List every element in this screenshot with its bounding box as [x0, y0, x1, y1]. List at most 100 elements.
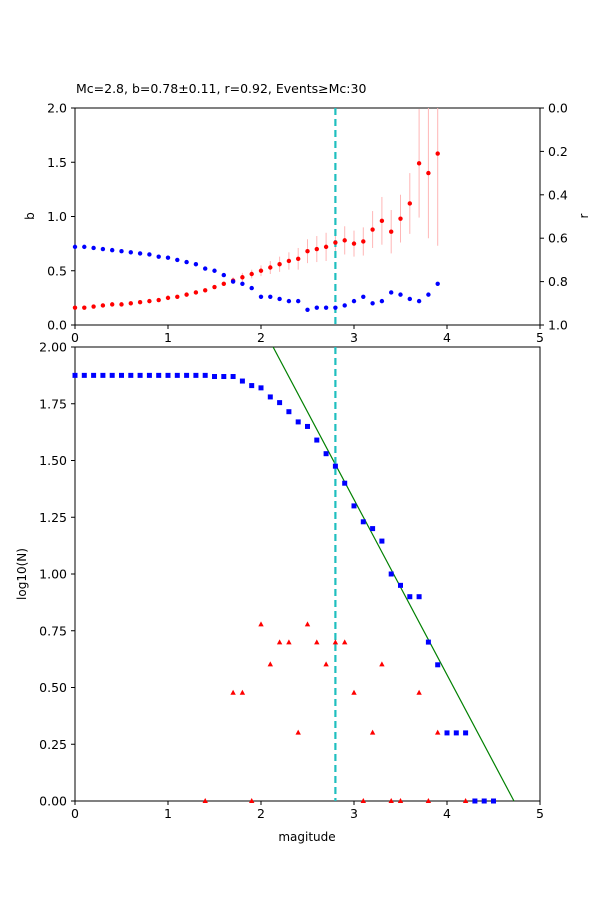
incremental-count-point [202, 798, 208, 803]
top-x-tick-label: 2 [257, 330, 265, 345]
b-value-point [426, 170, 431, 176]
r-value-point [100, 246, 106, 252]
r-value-point [407, 296, 412, 302]
top-x-tick-label: 0 [71, 330, 79, 345]
cumulative-count-point [230, 374, 236, 380]
bottom-y-tick-label: 0.25 [39, 737, 67, 752]
r-value-point [333, 305, 338, 310]
bottom-y-tick-label: 1.75 [39, 396, 67, 411]
r-value-point [165, 255, 171, 260]
cumulative-count-point [425, 639, 431, 645]
cumulative-count-point [398, 582, 403, 588]
cumulative-count-point [202, 372, 208, 378]
incremental-count-point [397, 798, 404, 803]
incremental-count-point [295, 729, 301, 735]
gutenberg-richter-panel: 0 1 2 3 4 5 0.00 0.25 0.50 0.75 1.00 1.25 1.50 1.75 2.… [15, 340, 544, 845]
cumulative-count-point [407, 594, 413, 600]
b-value-point [361, 239, 366, 244]
incremental-count-point [360, 798, 366, 803]
cumulative-count-point [72, 372, 78, 378]
incremental-count-point [342, 639, 348, 645]
r-value-point [212, 268, 217, 273]
cumulative-count-point [323, 451, 329, 457]
top-x-tick-label: 4 [443, 330, 451, 345]
cumulative-count-point [239, 378, 245, 384]
b-value-point [91, 304, 96, 309]
r-value-point [361, 294, 366, 299]
top-y2-tick-label: 0.4 [548, 187, 568, 202]
chart-title: Mc=2.8, b=0.78±0.11, r=0.92, Events≥Mc:3… [76, 81, 366, 96]
top-y2-tick-label: 0.0 [548, 101, 568, 116]
bottom-y-tick-label: 1.25 [39, 510, 67, 525]
cumulative-count-point [463, 730, 469, 736]
b-value-point [221, 281, 226, 286]
cumulative-count-point [258, 385, 264, 391]
r-value-point [370, 301, 375, 306]
bottom-y-tick-label: 1.50 [39, 453, 67, 468]
cumulative-count-point [91, 372, 97, 378]
b-value-point [258, 268, 264, 273]
b-value-point [305, 249, 310, 254]
top-y2-tick-label: 0.8 [548, 274, 568, 289]
top-y-tick-label: 1.5 [47, 155, 67, 170]
cumulative-count-point [193, 372, 199, 378]
cumulative-count-point [332, 463, 338, 469]
b-value-point [351, 241, 357, 246]
cumulative-count-point [379, 538, 385, 544]
incremental-count-point [323, 661, 329, 667]
top-x-tick-label: 3 [350, 330, 358, 345]
incremental-count-point [416, 689, 422, 695]
r-value-point [119, 249, 124, 254]
r-value-point [184, 259, 189, 265]
incremental-count-point [435, 729, 441, 735]
b-value-point [416, 161, 422, 166]
b-value-point [333, 240, 338, 245]
b-value-point [212, 284, 217, 290]
b-value-point [342, 238, 347, 243]
bottom-x-tick-label: 3 [350, 806, 358, 821]
cumulative-count-point [146, 372, 152, 378]
r-value-point [398, 292, 403, 297]
r-value-point [268, 294, 273, 299]
r-value-point [296, 298, 301, 304]
cumulative-count-point [416, 594, 422, 600]
top-axes: 0 1 2 3 4 5 0.0 0.5 1.0 1.5 2.0 0.0 0.2 0.4 0.6 0.8 1.0 [47, 101, 568, 346]
incremental-count-point [230, 689, 236, 695]
b-value-panel: 0 1 2 3 4 50.00.51.01.52.0 0.00.20.40.60.81.0 … [23, 101, 591, 346]
incremental-count-point [388, 798, 394, 803]
b-value-point [314, 246, 319, 252]
b-value-point [147, 298, 152, 304]
r-value-point [82, 244, 87, 250]
cumulative-count-point [314, 437, 320, 443]
r-value-point [147, 252, 152, 257]
b-value-point [128, 301, 133, 306]
top-plot-content [72, 108, 440, 325]
b-value-point [370, 227, 375, 232]
top-x-tick-label: 5 [536, 330, 544, 345]
top-y-tick-label: 2.0 [47, 101, 67, 116]
cumulative-count-point [435, 662, 441, 668]
r-value-point [379, 298, 385, 304]
top-y-tick-label: 0.5 [47, 263, 67, 278]
top-y2-tick-label: 0.2 [548, 144, 568, 159]
r-value-point [221, 272, 226, 278]
b-value-point [240, 275, 245, 280]
cumulative-count-point [137, 372, 143, 378]
b-value-point [435, 151, 440, 156]
cumulative-count-point [388, 571, 394, 577]
cumulative-count-point [305, 423, 310, 429]
r-value-point [72, 244, 78, 250]
r-value-point [277, 296, 282, 302]
incremental-count-point [332, 639, 339, 645]
cumulative-count-point [249, 383, 255, 389]
bottom-x-tick-label: 4 [443, 806, 451, 821]
r-value-point [110, 247, 115, 253]
incremental-count-point [314, 639, 320, 645]
bottom-y-axis-label: log10(N) [15, 548, 29, 600]
r-value-point [416, 298, 422, 304]
cumulative-count-point [481, 798, 487, 804]
r-value-point [314, 305, 319, 310]
b-value-point [379, 218, 385, 224]
incremental-count-point [239, 689, 246, 695]
r-value-point [230, 279, 236, 284]
